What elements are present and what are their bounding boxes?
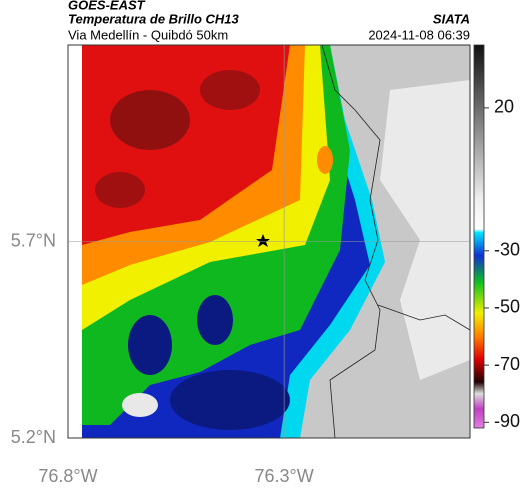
subtitle: Via Medellín - Quibdó 50km [68, 27, 228, 42]
colorbar-tick-label: 20 [494, 97, 514, 117]
title: Temperatura de Brillo CH13 [68, 11, 240, 26]
colorbar-tick-label: -50 [494, 297, 520, 317]
colorbar [473, 44, 485, 429]
x-tick-label: 76.8°W [38, 466, 97, 486]
x-tick-label: 76.3°W [255, 466, 314, 486]
source: GOES-EAST [68, 0, 146, 12]
colorbar-tick-label: -90 [494, 411, 520, 431]
location-marker [256, 234, 270, 247]
y-tick-label: 5.2°N [11, 427, 56, 447]
timestamp: 2024-11-08 06:39 [368, 27, 470, 42]
colorbar-tick-label: -30 [494, 240, 520, 260]
satellite-image [82, 45, 470, 438]
brand: SIATA [433, 11, 470, 26]
colorbar-tick-label: -70 [494, 354, 520, 374]
y-tick-label: 5.7°N [11, 230, 56, 250]
